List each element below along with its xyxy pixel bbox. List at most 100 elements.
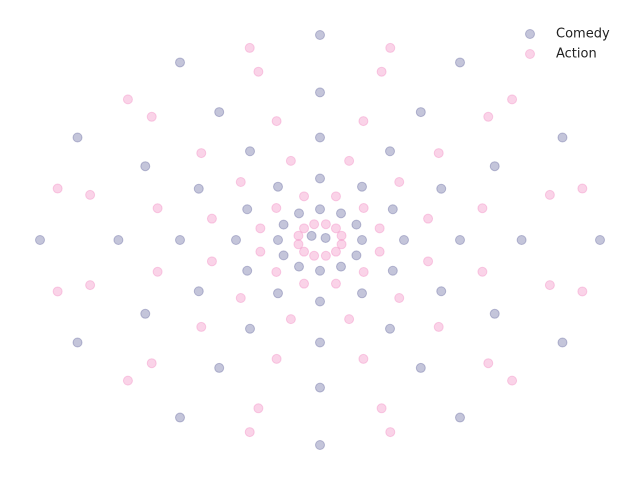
point — [344, 155, 355, 166]
point — [299, 191, 310, 202]
point — [577, 183, 588, 194]
point — [320, 219, 331, 230]
point — [245, 323, 255, 334]
legend-marker — [525, 29, 535, 39]
point — [299, 278, 310, 289]
point — [309, 219, 320, 230]
point — [394, 176, 405, 187]
point — [376, 403, 387, 414]
point — [455, 235, 465, 245]
legend-marker — [525, 49, 535, 59]
point — [315, 337, 325, 348]
point — [415, 362, 426, 373]
point — [330, 246, 341, 257]
point — [577, 286, 588, 297]
point — [544, 189, 555, 200]
point — [146, 111, 157, 122]
point — [315, 265, 325, 276]
point — [273, 181, 283, 192]
point — [433, 148, 444, 159]
point — [196, 148, 207, 159]
point — [394, 293, 405, 304]
point — [273, 288, 283, 299]
point — [113, 235, 124, 245]
point — [489, 161, 500, 172]
point — [278, 219, 289, 230]
point — [72, 337, 83, 348]
point — [387, 265, 398, 276]
legend-label: Action — [556, 47, 597, 62]
point — [315, 382, 325, 393]
point — [351, 250, 362, 261]
point — [206, 256, 217, 267]
point — [433, 321, 444, 332]
point — [255, 246, 266, 257]
point — [483, 358, 494, 369]
point — [140, 308, 151, 319]
point — [306, 230, 317, 241]
point — [214, 107, 225, 118]
point — [358, 266, 369, 277]
point — [255, 223, 266, 234]
point — [399, 235, 409, 245]
point — [557, 132, 568, 143]
point — [271, 116, 282, 127]
point — [455, 412, 465, 423]
point — [357, 181, 367, 192]
point — [253, 403, 264, 414]
point — [507, 375, 518, 386]
point — [385, 146, 395, 157]
point — [245, 146, 255, 157]
point — [294, 261, 304, 272]
point — [595, 235, 605, 245]
point — [152, 203, 163, 214]
point — [330, 278, 341, 289]
point — [285, 155, 296, 166]
point — [436, 286, 447, 297]
point — [35, 235, 45, 245]
point — [374, 246, 385, 257]
point — [299, 223, 310, 234]
point — [271, 353, 282, 364]
point — [242, 204, 253, 215]
point — [294, 208, 304, 219]
point — [423, 256, 434, 267]
point — [385, 42, 396, 53]
point — [336, 239, 347, 250]
point — [122, 94, 133, 105]
point — [385, 427, 396, 438]
point — [193, 286, 204, 297]
point — [175, 235, 185, 245]
point — [285, 314, 296, 325]
point — [387, 204, 398, 215]
point — [477, 266, 488, 277]
point — [351, 219, 362, 230]
point — [336, 261, 346, 272]
point — [315, 132, 325, 143]
point — [231, 235, 241, 245]
point — [344, 314, 355, 325]
point — [85, 189, 96, 200]
point — [376, 66, 387, 77]
point — [235, 176, 246, 187]
point — [271, 203, 282, 214]
point — [152, 266, 163, 277]
point — [278, 250, 289, 261]
point — [320, 232, 331, 243]
point — [52, 286, 63, 297]
point — [544, 280, 555, 291]
legend-label: Comedy — [556, 27, 610, 42]
point — [557, 337, 568, 348]
point — [235, 293, 246, 304]
point — [244, 427, 255, 438]
point — [242, 265, 253, 276]
point — [52, 183, 63, 194]
point — [336, 208, 346, 219]
point — [507, 94, 518, 105]
point — [271, 266, 282, 277]
point — [315, 30, 325, 40]
point — [293, 239, 304, 250]
point — [374, 223, 385, 234]
